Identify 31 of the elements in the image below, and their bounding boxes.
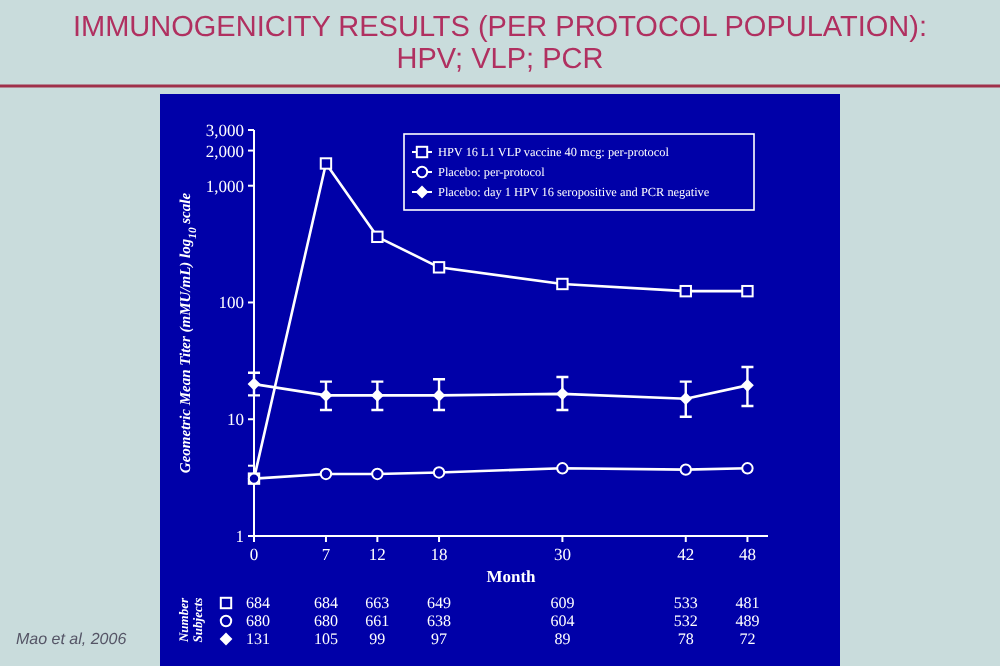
point [556, 462, 569, 475]
point [319, 467, 333, 481]
y-tick-label: 1,000 [205, 175, 244, 196]
y-tick-label: 3,000 [205, 119, 244, 140]
x-tick-label: 12 [368, 544, 386, 564]
text: Mao et al, 2006 [16, 630, 128, 648]
y-tick-label: 100 [218, 292, 244, 313]
text: 684 684 663 649 609 533 481 [246, 594, 760, 612]
x-tick-label: 42 [677, 544, 695, 564]
chart-title: IMMUNOGENICITY RESULTS (PER PROTOCOL POPULATION): HPV; VLP; PCR [73, 12, 927, 76]
point [432, 261, 446, 274]
point [371, 230, 384, 244]
point [371, 467, 384, 481]
x-tick-label: 0 [249, 544, 259, 564]
point [432, 466, 446, 479]
point [741, 462, 754, 475]
point [319, 157, 333, 170]
y-tick-label: 2,000 [205, 140, 244, 161]
x-tick-label: 48 [738, 544, 756, 564]
point [679, 284, 692, 298]
text: 680 680 661 638 604 532 489 [246, 612, 760, 630]
point [556, 277, 569, 291]
x-tick-label: 18 [430, 544, 448, 564]
x-axis-title: Month [486, 566, 537, 586]
y-tick-label: 10 [227, 409, 244, 430]
text: 131 105 99 97 89 78 72 [246, 630, 756, 648]
point [679, 463, 692, 476]
x-tick-label: 30 [553, 544, 571, 564]
point [741, 284, 754, 298]
y-tick-label: 1 [235, 525, 244, 546]
x-tick-label: 7 [321, 544, 331, 564]
